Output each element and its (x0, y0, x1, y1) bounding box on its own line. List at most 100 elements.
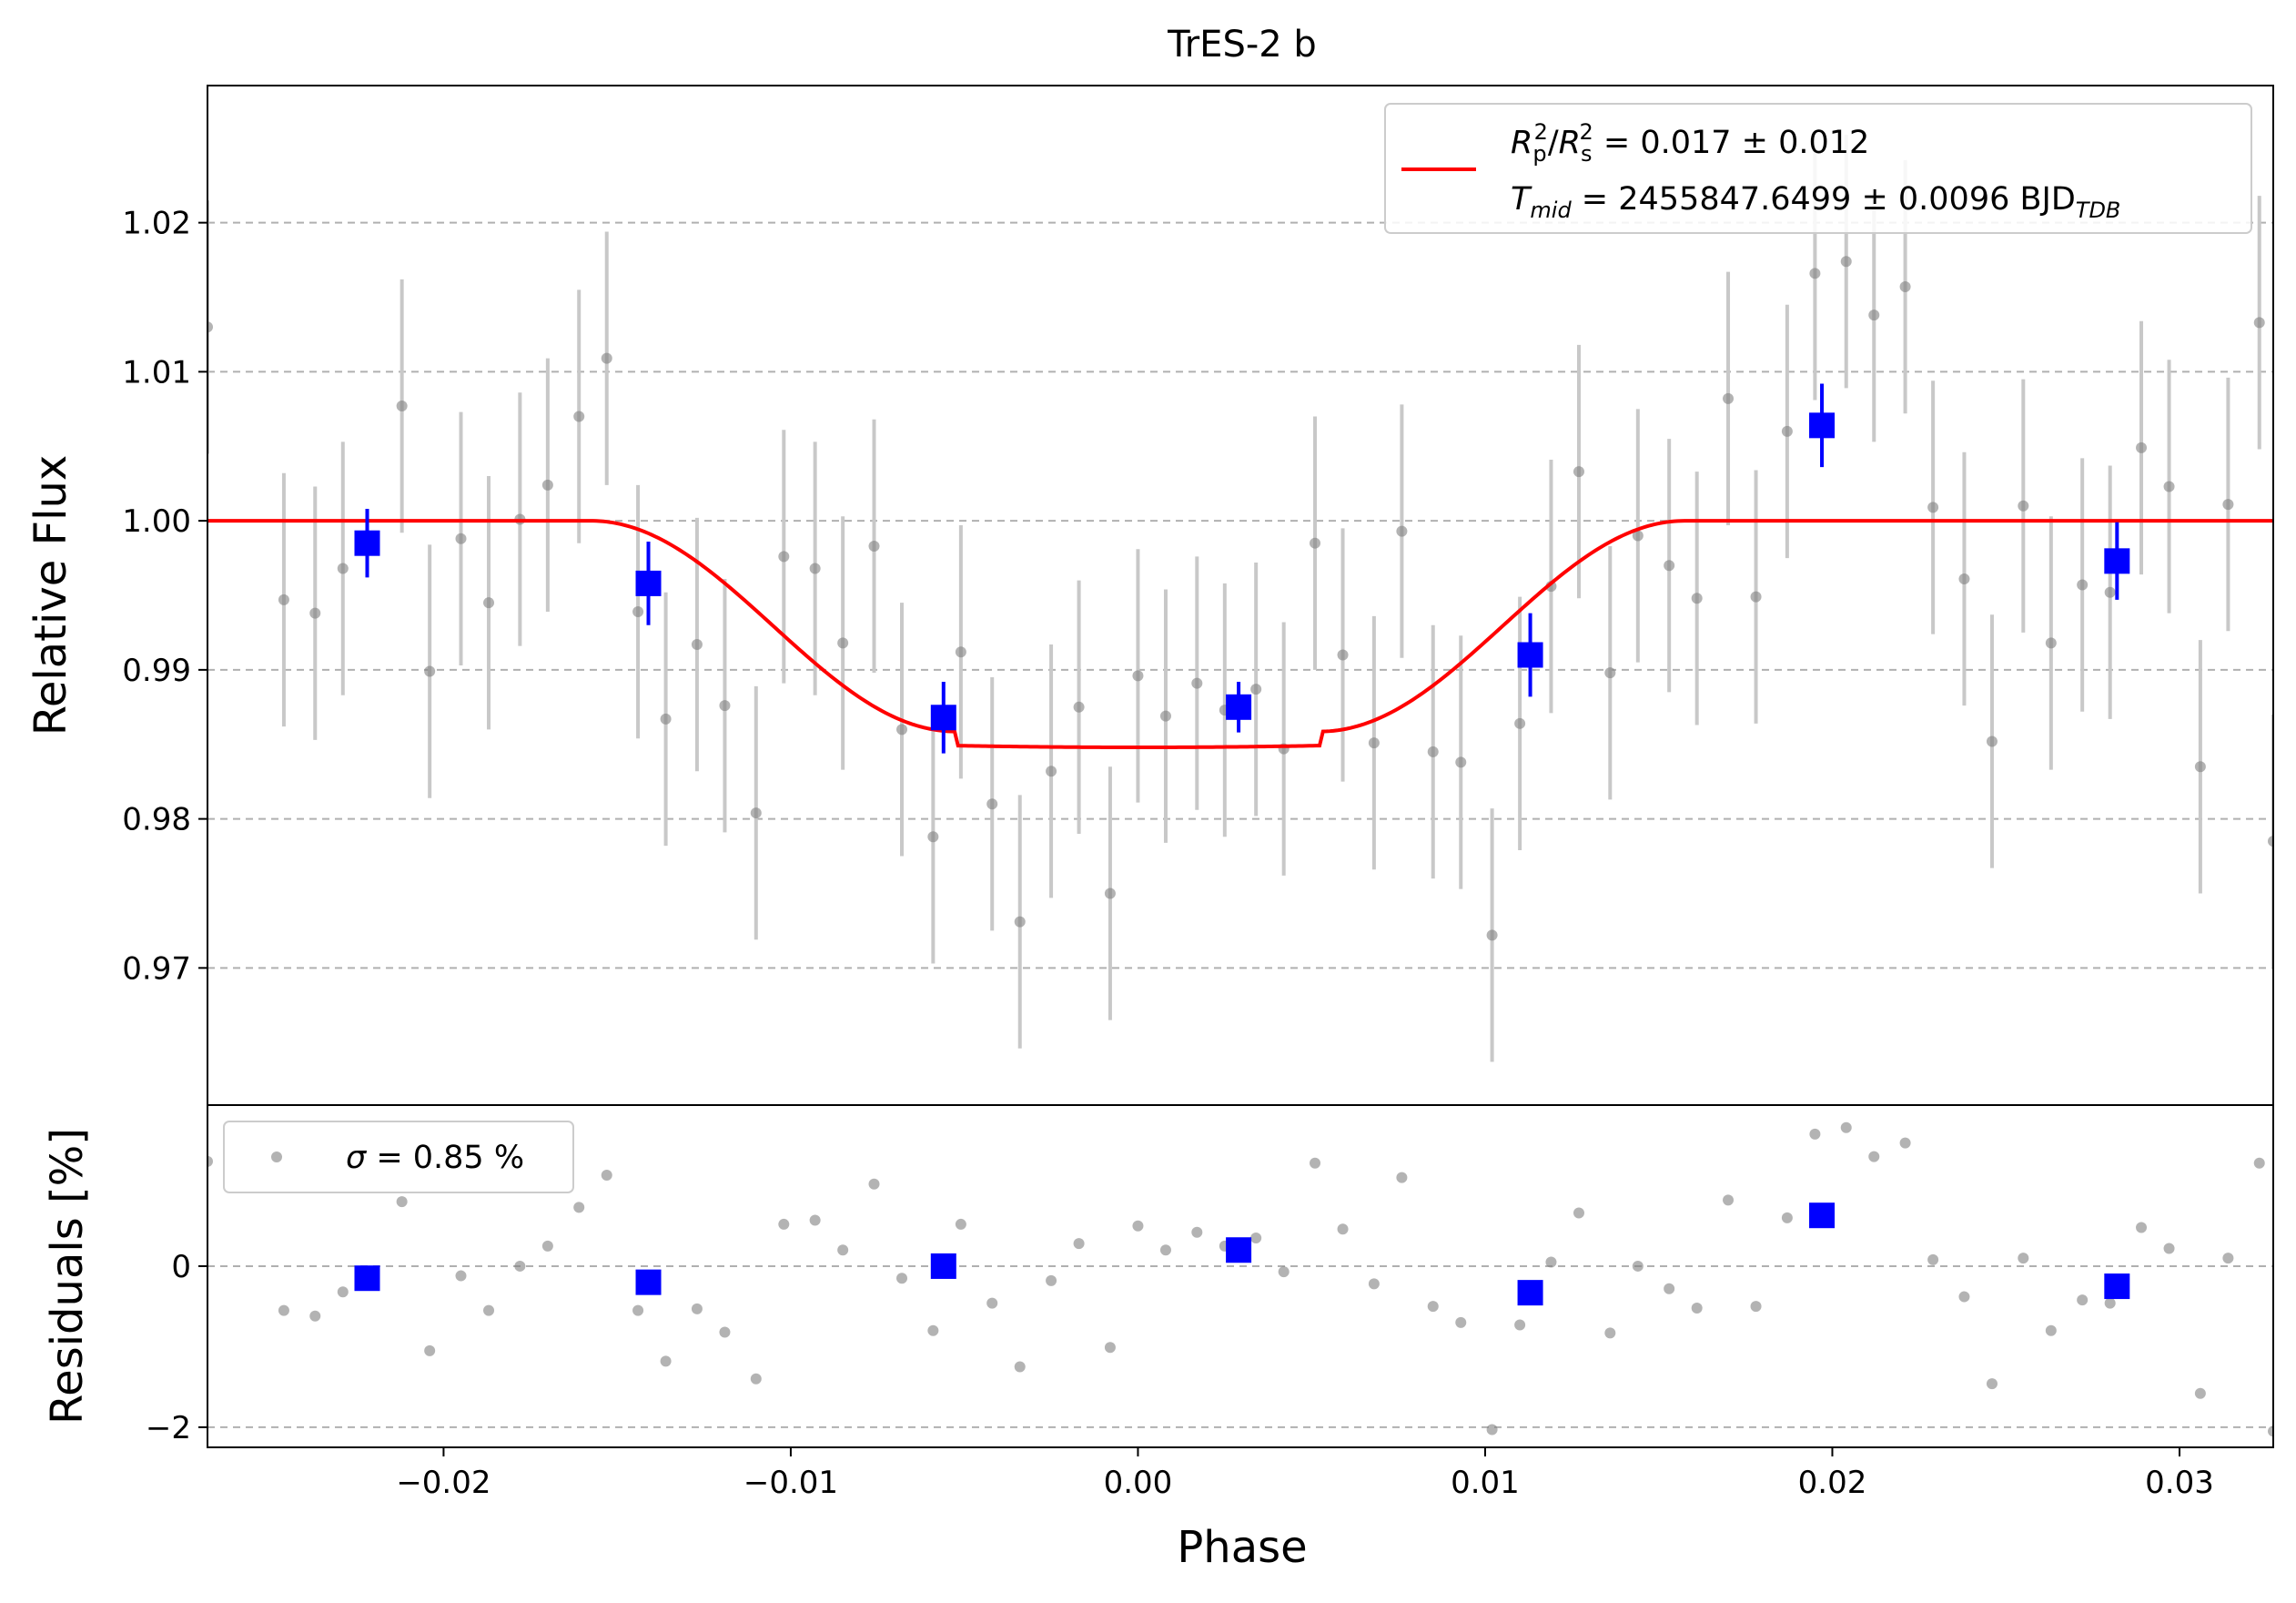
flux-data-point (1396, 525, 1408, 537)
flux-data-point (927, 831, 939, 843)
residual-panel-frame (207, 1104, 2274, 1448)
flux-data-point (573, 411, 585, 422)
residual-binned-points (354, 1202, 2130, 1306)
residual-data-point (750, 1373, 762, 1385)
residual-data-point (1604, 1327, 1616, 1339)
flux-data-point (1986, 736, 1998, 747)
residual-data-point (955, 1218, 966, 1230)
flux-data-point (1604, 667, 1616, 679)
flux-data-point (1014, 916, 1026, 928)
flux-data-point (2077, 579, 2089, 591)
residual-data-point (573, 1202, 585, 1213)
residual-data-point (1427, 1301, 1439, 1313)
residual-data-point (2194, 1387, 2206, 1399)
x-tick-label: −0.02 (396, 1465, 491, 1501)
residual-data-point (396, 1196, 408, 1208)
flux-binned-point (635, 570, 662, 596)
flux-data-point (719, 700, 731, 712)
residual-data-point (1250, 1232, 1262, 1243)
residual-data-point (1191, 1226, 1203, 1238)
flux-data-point (2163, 481, 2175, 492)
flux-data-point (1514, 717, 1526, 729)
residual-data-point (1278, 1266, 1290, 1278)
flux-data-point (1927, 502, 1939, 513)
residual-binned-point (635, 1269, 662, 1295)
flux-data-points (207, 135, 2273, 1062)
residual-data-point (691, 1303, 703, 1314)
residual-data-point (2045, 1324, 2057, 1336)
flux-y-tick-label: 1.01 (122, 354, 191, 391)
flux-binned-point (354, 530, 380, 556)
residual-data-point (1514, 1319, 1526, 1331)
residual-data-point (660, 1355, 672, 1367)
flux-data-point (896, 724, 908, 736)
residual-data-point (1573, 1207, 1584, 1219)
residual-data-point (541, 1240, 553, 1252)
flux-data-point (1781, 425, 1793, 437)
residual-data-point (2018, 1253, 2029, 1264)
residual-data-point (601, 1169, 612, 1181)
residual-data-point (1159, 1244, 1171, 1256)
residual-data-point (1781, 1212, 1793, 1223)
residual-data-point (1486, 1424, 1498, 1436)
residual-data-point (1750, 1301, 1762, 1313)
residual-data-point (424, 1344, 436, 1356)
flux-binned-point (2104, 548, 2130, 574)
flux-data-point (778, 551, 790, 563)
flux-data-point (986, 798, 998, 810)
flux-y-tick-label: 0.98 (122, 802, 191, 838)
residual-data-point (309, 1310, 321, 1322)
flux-data-point (750, 807, 762, 819)
flux-data-point (424, 665, 436, 677)
flux-data-point (1840, 256, 1852, 268)
residual-data-point (809, 1214, 821, 1226)
residual-data-point (868, 1178, 880, 1190)
residual-data-point (337, 1286, 349, 1298)
residual-legend: σ = 0.85 % (223, 1121, 574, 1193)
flux-data-point (1073, 701, 1085, 713)
flux-data-point (1899, 281, 1911, 293)
residual-data-point (632, 1304, 644, 1316)
residual-data-point (1455, 1316, 1467, 1328)
x-tick-label: 0.03 (2145, 1465, 2214, 1501)
residual-data-point (2268, 1425, 2273, 1437)
residual-data-point (2163, 1243, 2175, 1254)
flux-binned-points (354, 383, 2130, 754)
flux-binned-point (1226, 694, 1252, 720)
residual-data-point (1073, 1238, 1085, 1250)
transit-model-line (207, 519, 2273, 750)
residual-data-point (1986, 1378, 1998, 1390)
residual-data-point (1396, 1172, 1408, 1183)
legend-sigma-text: σ = 0.85 % (346, 1140, 524, 1176)
flux-data-point (2018, 500, 2029, 512)
flux-data-point (1191, 677, 1203, 689)
flux-data-point (691, 639, 703, 651)
flux-data-point (1310, 537, 1321, 549)
flux-binned-point (1517, 642, 1543, 668)
residual-data-point (986, 1297, 998, 1309)
flux-data-point (2253, 317, 2265, 329)
flux-data-point (396, 401, 408, 412)
residual-data-point (1868, 1151, 1880, 1162)
flux-data-point (1750, 591, 1762, 603)
residual-binned-point (1226, 1237, 1252, 1263)
flux-data-point (1046, 766, 1057, 777)
flux-data-point (278, 594, 289, 605)
flux-data-point (601, 352, 612, 364)
flux-data-point (1868, 309, 1880, 321)
residual-binned-point (930, 1253, 956, 1279)
residual-data-point (2104, 1297, 2116, 1309)
flux-data-point (2104, 586, 2116, 598)
residual-data-point (837, 1244, 849, 1256)
flux-y-tick-label: 1.02 (122, 206, 191, 242)
flux-data-point (868, 540, 880, 552)
flux-data-point (2045, 637, 2057, 649)
flux-legend: Rp2/Rs2 = 0.017 ± 0.012 Tmid = 2455847.6… (1384, 103, 2252, 234)
residual-binned-point (1517, 1280, 1543, 1306)
flux-data-point (483, 597, 495, 609)
flux-data-point (1632, 530, 1644, 542)
residual-data-point (483, 1304, 495, 1316)
residual-y-axis-label: Residuals [%] (42, 1128, 93, 1425)
flux-binned-point (930, 705, 956, 731)
residual-data-point (207, 1155, 213, 1167)
